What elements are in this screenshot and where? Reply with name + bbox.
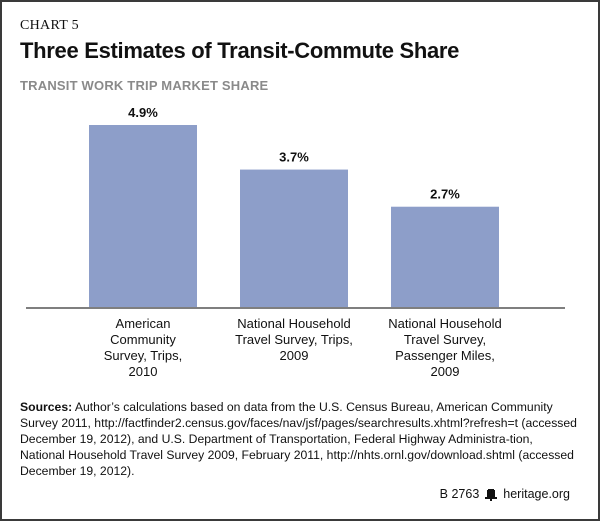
sources-note: Sources: Author’s calculations based on … — [20, 399, 580, 479]
category-label: American — [116, 316, 171, 331]
bar-3 — [391, 206, 499, 307]
bar-1 — [89, 125, 197, 307]
chart-subtitle: TRANSIT WORK TRIP MARKET SHARE — [20, 78, 269, 93]
category-label: Travel Survey, — [404, 332, 486, 347]
category-label: 2009 — [431, 364, 460, 379]
bar-2 — [240, 169, 348, 307]
bar-value-label: 2.7% — [430, 187, 460, 202]
sources-text: Author’s calculations based on data from… — [20, 400, 577, 478]
category-label: Survey, Trips, — [104, 348, 183, 363]
report-code: B 2763 — [439, 487, 480, 501]
chart-title: Three Estimates of Transit-Commute Share — [20, 38, 460, 63]
bar-value-label: 4.9% — [128, 105, 158, 120]
site-url: heritage.org — [503, 487, 570, 501]
category-label: National Household — [388, 316, 501, 331]
sources-label: Sources: — [20, 400, 73, 414]
category-label: 2009 — [280, 348, 309, 363]
category-label: 2010 — [129, 364, 158, 379]
chart-number: CHART 5 — [20, 18, 79, 33]
category-label: Passenger Miles, — [395, 348, 495, 363]
liberty-bell-icon — [485, 488, 498, 501]
category-label: National Household — [237, 316, 350, 331]
category-label: Community — [110, 332, 176, 347]
bar-value-label: 3.7% — [279, 150, 309, 165]
category-label: Travel Survey, Trips, — [235, 332, 353, 347]
footer: B 2763 heritage.org — [440, 487, 570, 501]
